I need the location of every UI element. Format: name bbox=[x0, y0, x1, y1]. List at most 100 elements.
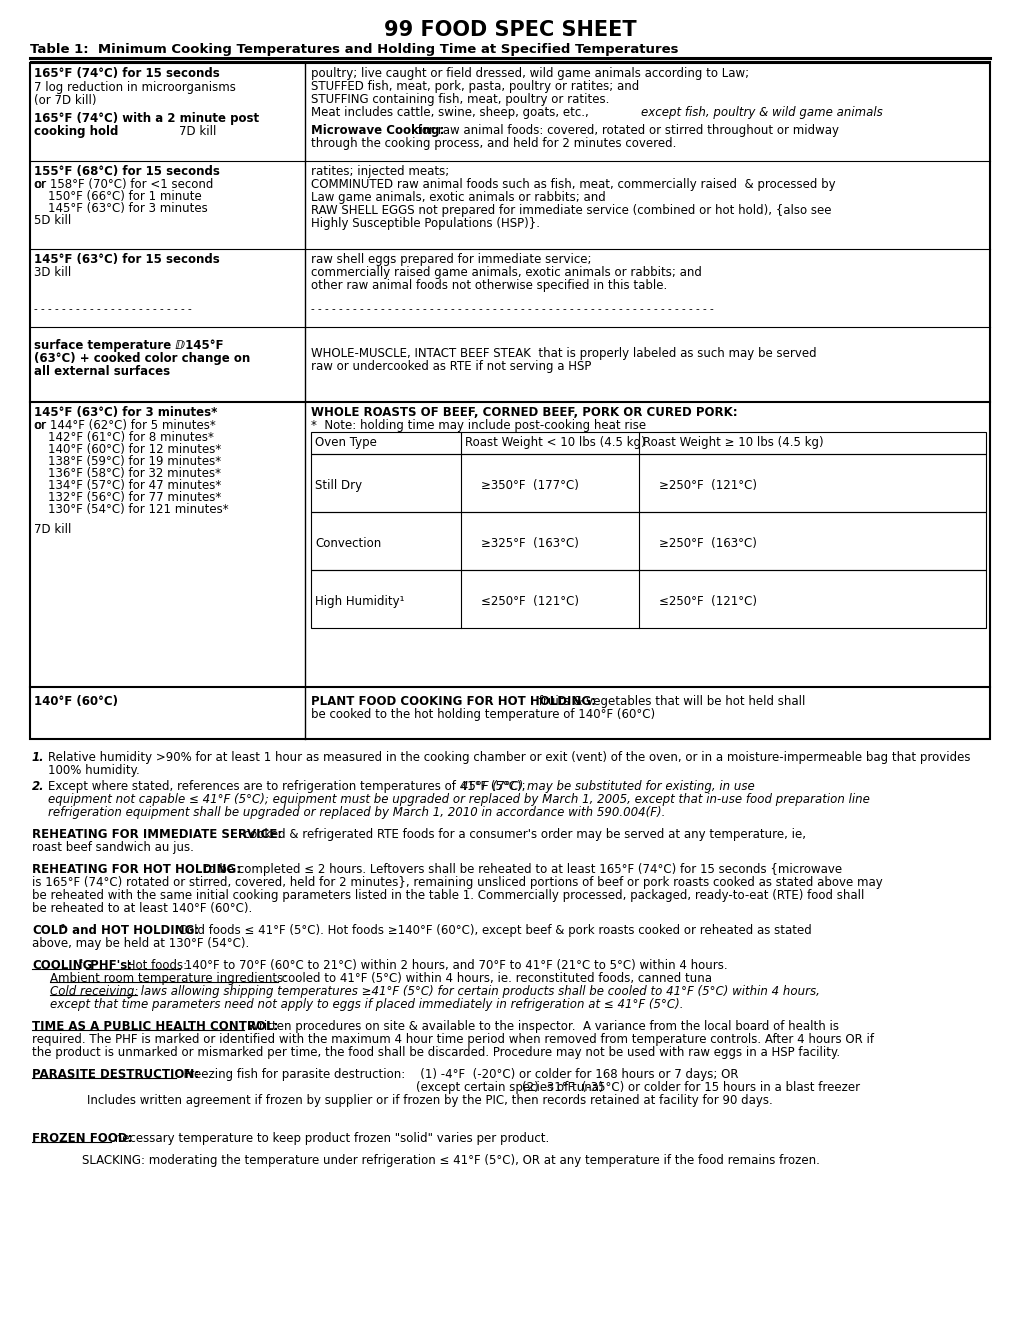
Text: fruits & vegetables that will be hot held shall: fruits & vegetables that will be hot hel… bbox=[535, 696, 805, 708]
Text: 134°F (57°C) for 47 minutes*: 134°F (57°C) for 47 minutes* bbox=[48, 479, 221, 492]
Text: - - - - - - - - - - - - - - - - - - - - - - - - - - - - - - - - - - - - - - - - : - - - - - - - - - - - - - - - - - - - - … bbox=[311, 304, 716, 314]
Text: roast beef sandwich au jus.: roast beef sandwich au jus. bbox=[32, 841, 194, 854]
Text: PLANT FOOD COOKING FOR HOT HOLDING:: PLANT FOOD COOKING FOR HOT HOLDING: bbox=[311, 696, 595, 708]
Text: 7 log reduction in microorganisms: 7 log reduction in microorganisms bbox=[34, 81, 235, 94]
Text: Hot foods:: Hot foods: bbox=[123, 960, 186, 972]
Text: Still Dry: Still Dry bbox=[315, 479, 362, 492]
Text: Roast Weight < 10 lbs (4.5 kg): Roast Weight < 10 lbs (4.5 kg) bbox=[465, 436, 645, 449]
Text: ²: ² bbox=[61, 924, 65, 933]
Text: COLD: COLD bbox=[32, 924, 68, 937]
Text: 140°F (60°C) for 12 minutes*: 140°F (60°C) for 12 minutes* bbox=[48, 444, 221, 455]
Text: to be completed ≤ 2 hours. Leftovers shall be reheated to at least 165°F (74°C) : to be completed ≤ 2 hours. Leftovers sha… bbox=[200, 863, 842, 876]
Text: Oven Type: Oven Type bbox=[315, 436, 376, 449]
Text: 7D kill: 7D kill bbox=[178, 125, 216, 139]
Text: Cold receiving:: Cold receiving: bbox=[50, 985, 139, 998]
Text: is 165°F (74°C) rotated or stirred, covered, held for 2 minutes}, remaining unsl: is 165°F (74°C) rotated or stirred, cove… bbox=[32, 876, 881, 888]
Text: - - - - - - - - - - - - - - - - - - - - - - -: - - - - - - - - - - - - - - - - - - - - … bbox=[34, 304, 195, 314]
Text: 7D kill: 7D kill bbox=[34, 523, 71, 536]
Text: STUFFING containing fish, meat, poultry or ratites.: STUFFING containing fish, meat, poultry … bbox=[311, 92, 608, 106]
Text: raw shell eggs prepared for immediate service;: raw shell eggs prepared for immediate se… bbox=[311, 253, 591, 267]
Text: ratites; injected meats;: ratites; injected meats; bbox=[311, 165, 448, 178]
Text: 150°F (66°C) for 1 minute: 150°F (66°C) for 1 minute bbox=[48, 190, 202, 203]
Text: 165°F (74°C) with a 2 minute post: 165°F (74°C) with a 2 minute post bbox=[34, 112, 259, 125]
Text: 5D kill: 5D kill bbox=[34, 214, 71, 227]
Text: PHF's:: PHF's: bbox=[86, 960, 132, 972]
Text: Table 1:  Minimum Cooking Temperatures and Holding Time at Specified Temperature: Table 1: Minimum Cooking Temperatures an… bbox=[30, 44, 678, 55]
Text: 145°F (63°C) for 3 minutes*: 145°F (63°C) for 3 minutes* bbox=[34, 407, 217, 418]
Text: WHOLE-MUSCLE, INTACT BEEF STEAK  that is properly labeled as such may be served: WHOLE-MUSCLE, INTACT BEEF STEAK that is … bbox=[311, 347, 816, 360]
Text: 132°F (56°C) for 77 minutes*: 132°F (56°C) for 77 minutes* bbox=[48, 491, 221, 504]
Text: or 144°F (62°C) for 5 minutes*: or 144°F (62°C) for 5 minutes* bbox=[34, 418, 216, 432]
Text: necessary temperature to keep product frozen "solid" varies per product.: necessary temperature to keep product fr… bbox=[111, 1133, 548, 1144]
Text: through the cooking process, and held for 2 minutes covered.: through the cooking process, and held fo… bbox=[311, 137, 676, 150]
Text: Written procedures on site & available to the inspector.  A variance from the lo: Written procedures on site & available t… bbox=[244, 1020, 839, 1034]
Text: Includes written agreement if frozen by supplier or if frozen by the PIC, then r: Includes written agreement if frozen by … bbox=[87, 1094, 772, 1107]
Text: raw or undercooked as RTE if not serving a HSP: raw or undercooked as RTE if not serving… bbox=[311, 360, 591, 374]
Text: 145°F (63°C) for 15 seconds: 145°F (63°C) for 15 seconds bbox=[34, 253, 219, 267]
Text: be reheated with the same initial cooking parameters listed in the table 1. Comm: be reheated with the same initial cookin… bbox=[32, 888, 863, 902]
Text: 155°F (68°C) for 15 seconds: 155°F (68°C) for 15 seconds bbox=[34, 165, 220, 178]
Text: Relative humidity >90% for at least 1 hour as measured in the cooking chamber or: Relative humidity >90% for at least 1 ho… bbox=[48, 751, 969, 764]
Text: 3D kill: 3D kill bbox=[34, 267, 71, 279]
Text: ≤250°F  (121°C): ≤250°F (121°C) bbox=[658, 595, 756, 609]
Text: PARASITE DESTRUCTION:: PARASITE DESTRUCTION: bbox=[32, 1068, 199, 1081]
Text: above, may be held at 130°F (54°C).: above, may be held at 130°F (54°C). bbox=[32, 937, 249, 950]
Text: TIME AS A PUBLIC HEALTH CONTROL:: TIME AS A PUBLIC HEALTH CONTROL: bbox=[32, 1020, 278, 1034]
Text: all external surfaces: all external surfaces bbox=[34, 366, 170, 378]
Text: poultry; live caught or field dressed, wild game animals according to Law;: poultry; live caught or field dressed, w… bbox=[311, 67, 748, 81]
Text: 100% humidity.: 100% humidity. bbox=[48, 764, 140, 777]
Text: (or 7D kill): (or 7D kill) bbox=[34, 94, 97, 107]
Text: for raw animal foods: covered, rotated or stirred throughout or midway: for raw animal foods: covered, rotated o… bbox=[414, 124, 839, 137]
Text: or 158°F (70°C) for <1 second: or 158°F (70°C) for <1 second bbox=[34, 178, 213, 191]
Text: ²: ² bbox=[78, 960, 83, 968]
Text: ≥325°F  (163°C): ≥325°F (163°C) bbox=[481, 537, 579, 550]
Text: be cooked to the hot holding temperature of 140°F (60°C): be cooked to the hot holding temperature… bbox=[311, 708, 654, 721]
Text: 138°F (59°C) for 19 minutes*: 138°F (59°C) for 19 minutes* bbox=[48, 455, 221, 469]
Text: SLACKING: moderating the temperature under refrigeration ≤ 41°F (5°C), OR at any: SLACKING: moderating the temperature und… bbox=[82, 1154, 819, 1167]
Text: except fish, poultry & wild game animals: except fish, poultry & wild game animals bbox=[640, 106, 881, 119]
Text: (2) -31°F  (-35°C) or colder for 15 hours in a blast freezer: (2) -31°F (-35°C) or colder for 15 hours… bbox=[522, 1081, 859, 1094]
Text: cooled to 41°F (5°C) within 4 hours, ie. reconstituted foods, canned tuna: cooled to 41°F (5°C) within 4 hours, ie.… bbox=[278, 972, 711, 985]
Text: except that time parameters need not apply to eggs if placed immediately in refr: except that time parameters need not app… bbox=[50, 998, 683, 1011]
Text: ≥250°F  (163°C): ≥250°F (163°C) bbox=[658, 537, 756, 550]
Text: be reheated to at least 140°F (60°C).: be reheated to at least 140°F (60°C). bbox=[32, 902, 252, 915]
Text: equipment not capable ≤ 41°F (5°C); equipment must be upgraded or replaced by Ma: equipment not capable ≤ 41°F (5°C); equi… bbox=[48, 793, 869, 807]
Text: Highly Susceptible Populations (HSP)}.: Highly Susceptible Populations (HSP)}. bbox=[311, 216, 539, 230]
Text: 140°F to 70°F (60°C to 21°C) within 2 hours, and 70°F to 41°F (21°C to 5°C) with: 140°F to 70°F (60°C to 21°C) within 2 ho… bbox=[180, 960, 727, 972]
Text: Microwave Cooking:: Microwave Cooking: bbox=[311, 124, 444, 137]
Text: 142°F (61°C) for 8 minutes*: 142°F (61°C) for 8 minutes* bbox=[48, 432, 214, 444]
Text: Roast Weight ≥ 10 lbs (4.5 kg): Roast Weight ≥ 10 lbs (4.5 kg) bbox=[642, 436, 822, 449]
Text: COMMINUTED raw animal foods such as fish, meat, commercially raised  & processed: COMMINUTED raw animal foods such as fish… bbox=[311, 178, 835, 191]
Text: Except where stated, references are to refrigeration temperatures of 41°F (5°C);: Except where stated, references are to r… bbox=[48, 780, 529, 793]
Text: and HOT HOLDING:: and HOT HOLDING: bbox=[68, 924, 199, 937]
Text: 165°F (74°C) for 15 seconds: 165°F (74°C) for 15 seconds bbox=[34, 67, 219, 81]
Text: cooked & refrigerated RTE foods for a consumer's order may be served at any temp: cooked & refrigerated RTE foods for a co… bbox=[239, 828, 805, 841]
Text: or: or bbox=[34, 178, 46, 191]
Bar bbox=[30, 63, 989, 739]
Text: STUFFED fish, meat, pork, pasta, poultry or ratites; and: STUFFED fish, meat, pork, pasta, poultry… bbox=[311, 81, 639, 92]
Text: Cold foods ≤ 41°F (5°C). Hot foods ≥140°F (60°C), except beef & pork roasts cook: Cold foods ≤ 41°F (5°C). Hot foods ≥140°… bbox=[175, 924, 811, 937]
Text: Law game animals, exotic animals or rabbits; and: Law game animals, exotic animals or rabb… bbox=[311, 191, 605, 205]
Text: 145°F (63°C) for 3 minutes: 145°F (63°C) for 3 minutes bbox=[48, 202, 208, 215]
Text: 136°F (58°C) for 32 minutes*: 136°F (58°C) for 32 minutes* bbox=[48, 467, 221, 480]
Text: COOLING: COOLING bbox=[32, 960, 93, 972]
Text: 99 FOOD SPEC SHEET: 99 FOOD SPEC SHEET bbox=[383, 20, 636, 40]
Text: (except certain species of tuna): (except certain species of tuna) bbox=[416, 1081, 603, 1094]
Text: High Humidity¹: High Humidity¹ bbox=[315, 595, 405, 609]
Text: Meat includes cattle, swine, sheep, goats, etc.,: Meat includes cattle, swine, sheep, goat… bbox=[311, 106, 592, 119]
Text: or: or bbox=[34, 418, 46, 432]
Text: commercially raised game animals, exotic animals or rabbits; and: commercially raised game animals, exotic… bbox=[311, 267, 701, 279]
Text: 2.: 2. bbox=[32, 780, 45, 793]
Bar bbox=[311, 570, 985, 628]
Text: Freezing fish for parasite destruction:    (1) -4°F  (-20°C) or colder for 168 h: Freezing fish for parasite destruction: … bbox=[176, 1068, 738, 1081]
Bar bbox=[311, 512, 985, 570]
Text: 130°F (54°C) for 121 minutes*: 130°F (54°C) for 121 minutes* bbox=[48, 503, 228, 516]
Text: RAW SHELL EGGS not prepared for immediate service (combined or hot hold), {also : RAW SHELL EGGS not prepared for immediat… bbox=[311, 205, 830, 216]
Text: other raw animal foods not otherwise specified in this table.: other raw animal foods not otherwise spe… bbox=[311, 279, 666, 292]
Text: ≥350°F  (177°C): ≥350°F (177°C) bbox=[481, 479, 579, 492]
Bar bbox=[311, 454, 985, 512]
Text: Ambient room temperature ingredients:: Ambient room temperature ingredients: bbox=[50, 972, 287, 985]
Text: ≥250°F  (121°C): ≥250°F (121°C) bbox=[658, 479, 756, 492]
Text: 140°F (60°C): 140°F (60°C) bbox=[34, 696, 118, 708]
Text: required. The PHF is marked or identified with the maximum 4 hour time period wh: required. The PHF is marked or identifie… bbox=[32, 1034, 873, 1045]
